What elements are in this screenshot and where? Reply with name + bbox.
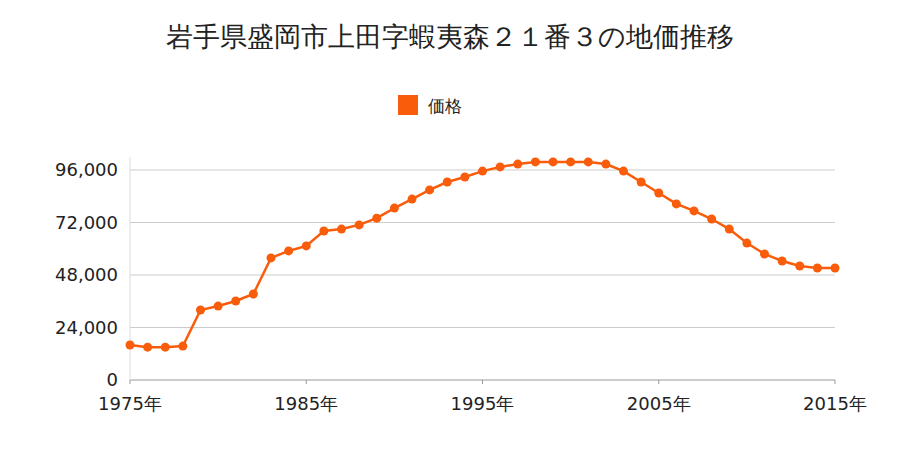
y-tick-label: 48,000	[55, 264, 118, 285]
point	[601, 160, 610, 169]
x-tick	[306, 380, 307, 384]
x-tick-label: 1995年	[451, 393, 515, 414]
point	[443, 178, 452, 187]
point	[319, 227, 328, 236]
x-tick-label: 1985年	[274, 393, 338, 414]
x-tick	[835, 380, 836, 384]
y-tick-label: 72,000	[55, 212, 118, 233]
title: 岩手県盛岡市上田字蝦夷森２１番３の地価推移	[166, 21, 734, 52]
point	[478, 167, 487, 176]
point	[372, 214, 381, 223]
x-tick	[482, 380, 483, 384]
point	[566, 157, 575, 166]
line	[130, 162, 835, 347]
point	[408, 195, 417, 204]
x-tick-label: 2005年	[627, 393, 691, 414]
x-tick-label: 2015年	[803, 393, 867, 414]
point	[496, 162, 505, 171]
x-tick-label: 1975年	[98, 393, 162, 414]
point	[795, 262, 804, 271]
point	[654, 188, 663, 197]
legend-label: 価格	[428, 96, 462, 116]
point	[390, 204, 399, 213]
point	[531, 157, 540, 166]
point	[178, 342, 187, 351]
grid-line	[130, 222, 835, 223]
y-tick-label: 24,000	[55, 317, 118, 338]
plot-area	[126, 157, 840, 351]
point	[513, 160, 522, 169]
point	[161, 343, 170, 352]
point	[672, 199, 681, 208]
point	[690, 206, 699, 215]
point	[725, 225, 734, 234]
legend-swatch	[398, 95, 418, 115]
y-tick-label: 96,000	[55, 159, 118, 180]
point	[742, 239, 751, 248]
point	[267, 253, 276, 262]
legend: 価格	[398, 95, 462, 116]
point	[126, 341, 135, 350]
point	[460, 173, 469, 182]
point	[425, 185, 434, 194]
point	[778, 257, 787, 266]
point	[831, 264, 840, 273]
point	[284, 246, 293, 255]
point	[302, 241, 311, 250]
y-tick-label: 0	[107, 369, 118, 390]
point	[249, 290, 258, 299]
point	[584, 157, 593, 166]
point	[231, 297, 240, 306]
point	[813, 264, 822, 273]
grid-line	[130, 275, 835, 276]
x-tick	[130, 380, 131, 384]
point	[619, 167, 628, 176]
point	[637, 178, 646, 187]
point	[214, 302, 223, 311]
point	[143, 343, 152, 352]
point	[196, 306, 205, 315]
chart-svg: 岩手県盛岡市上田字蝦夷森２１番３の地価推移価格 0 24,000 48,000 72,0…	[0, 0, 900, 450]
point	[337, 225, 346, 234]
point	[355, 220, 364, 229]
point	[760, 250, 769, 259]
grid-line	[130, 327, 835, 328]
chart-container: 岩手県盛岡市上田字蝦夷森２１番３の地価推移価格 0 24,000 48,000 72,0…	[0, 0, 900, 450]
point	[707, 215, 716, 224]
point	[549, 157, 558, 166]
x-tick	[658, 380, 659, 384]
